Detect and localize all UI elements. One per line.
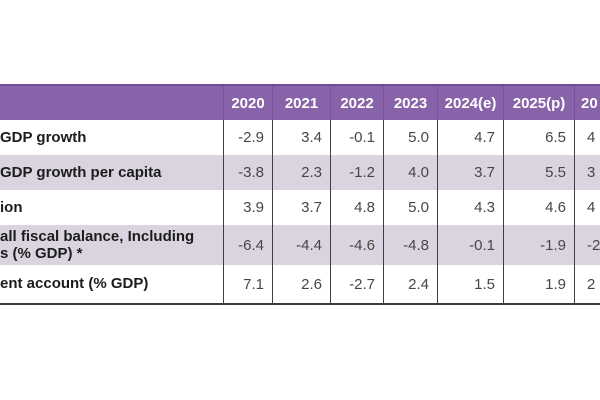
value-cell: 7.1 [223,265,272,303]
value-cell: 4.6 [503,190,574,225]
value-cell: -4.8 [383,225,437,265]
value-cell: 3.7 [437,155,503,190]
table-row-gdp-growth: GDP growth -2.9 3.4 -0.1 5.0 4.7 6.5 4 [0,120,600,155]
value-cell-clipped: 2 [574,265,600,303]
header-year-2023: 2023 [383,86,437,120]
value-cell: 1.9 [503,265,574,303]
table-corner-cell [0,86,223,120]
header-year-clipped: 20 [574,86,600,120]
header-year-2024e: 2024(e) [437,86,503,120]
value-cell: 4.3 [437,190,503,225]
table-row-gdp-growth-per-capita: GDP growth per capita -3.8 2.3 -1.2 4.0 … [0,155,600,190]
row-label: ion [0,198,23,216]
header-year-2020: 2020 [223,86,272,120]
table-header-row: 2020 2021 2022 2023 2024(e) 2025(p) 20 [0,86,600,120]
value-cell-clipped: 4 [574,120,600,155]
value-cell: -4.6 [330,225,383,265]
row-label: GDP growth [0,128,87,146]
value-cell: -0.1 [437,225,503,265]
value-cell: -3.8 [223,155,272,190]
row-label: all fiscal balance, Including s (% GDP) … [0,227,195,262]
economic-indicators-table: 2020 2021 2022 2023 2024(e) 2025(p) 20 G… [0,84,600,305]
table-row-fiscal-balance: all fiscal balance, Including s (% GDP) … [0,225,600,265]
row-label: ent account (% GDP) [0,275,149,293]
table-row-inflation: ion 3.9 3.7 4.8 5.0 4.3 4.6 4 [0,190,600,225]
value-cell: 3.9 [223,190,272,225]
value-cell: 2.6 [272,265,330,303]
value-cell: -2.7 [330,265,383,303]
value-cell: 2.4 [383,265,437,303]
value-cell: 2.3 [272,155,330,190]
value-cell: -1.2 [330,155,383,190]
value-cell-clipped: 3 [574,155,600,190]
value-cell-clipped: 4 [574,190,600,225]
table-row-current-account: ent account (% GDP) 7.1 2.6 -2.7 2.4 1.5… [0,265,600,303]
header-year-2025p: 2025(p) [503,86,574,120]
value-cell: 3.7 [272,190,330,225]
value-cell: -6.4 [223,225,272,265]
row-label: GDP growth per capita [0,163,162,181]
header-year-2022: 2022 [330,86,383,120]
value-cell: 4.8 [330,190,383,225]
value-cell-clipped: -2 [574,225,600,265]
value-cell: 4.7 [437,120,503,155]
value-cell: 6.5 [503,120,574,155]
value-cell: 1.5 [437,265,503,303]
value-cell: -1.9 [503,225,574,265]
value-cell: -4.4 [272,225,330,265]
value-cell: 4.0 [383,155,437,190]
value-cell: -0.1 [330,120,383,155]
header-year-2021: 2021 [272,86,330,120]
value-cell: 5.0 [383,120,437,155]
value-cell: 5.0 [383,190,437,225]
value-cell: -2.9 [223,120,272,155]
value-cell: 3.4 [272,120,330,155]
value-cell: 5.5 [503,155,574,190]
